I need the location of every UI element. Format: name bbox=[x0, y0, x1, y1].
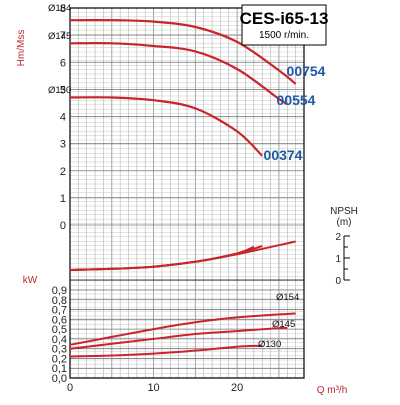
power-diameter-label: Ø130 bbox=[258, 339, 281, 350]
power-axis-label: kW bbox=[23, 275, 38, 286]
head-tick-label: 6 bbox=[60, 57, 66, 69]
power-tick-label: 0,9 bbox=[52, 285, 67, 297]
x-tick-label: 0 bbox=[67, 382, 73, 394]
head-tick-label: 7 bbox=[60, 30, 66, 42]
head-tick-label: 2 bbox=[60, 166, 66, 178]
power-diameter-label: Ø154 bbox=[276, 292, 299, 303]
npsh-tick-label: 2 bbox=[335, 232, 341, 243]
model-label: 00554 bbox=[277, 92, 316, 108]
head-tick-label: 1 bbox=[60, 193, 66, 205]
head-diameter-label: Ø130 bbox=[48, 85, 71, 96]
npsh-unit: (m) bbox=[337, 217, 352, 228]
power-curve-0 bbox=[69, 312, 296, 346]
x-tick-label: 10 bbox=[147, 382, 159, 394]
curves bbox=[69, 19, 297, 358]
head-tick-label: 5 bbox=[60, 84, 66, 96]
power-tick-label: 0,1 bbox=[52, 363, 67, 375]
head-diameter-label: Ø154 bbox=[48, 3, 71, 14]
head-axis-label: Hm/Mss bbox=[16, 30, 27, 67]
power-tick-label: 0,5 bbox=[52, 324, 67, 336]
chart-subtitle: 1500 r/min. bbox=[259, 30, 309, 41]
power-tick-label: 0,4 bbox=[52, 334, 67, 346]
head-curve-00554 bbox=[69, 41, 288, 106]
head-tick-label: 8 bbox=[60, 3, 66, 15]
model-label: 00374 bbox=[264, 147, 303, 163]
chart-title: CES-i65-13 bbox=[240, 9, 329, 28]
power-tick-label: 0,6 bbox=[52, 314, 67, 326]
labels: 0 1 2 3 4 5 6 7 8 0,00,10,20,30,40,50,60,70,80,9 0… bbox=[48, 3, 341, 394]
x-axis-label: Q m³/h bbox=[317, 385, 348, 396]
power-curve-1 bbox=[69, 326, 288, 350]
npsh-label: NPSH bbox=[330, 206, 358, 217]
power-tick-label: 0,0 bbox=[52, 373, 67, 385]
model-label: 00754 bbox=[287, 63, 326, 79]
x-tick-label: 20 bbox=[231, 382, 243, 394]
npsh-tick-label: 1 bbox=[335, 254, 341, 265]
npsh-curve-2 bbox=[69, 245, 263, 271]
npsh-tick-label: 0 bbox=[335, 276, 341, 287]
head-tick-label: 4 bbox=[60, 112, 66, 124]
power-tick-label: 0,8 bbox=[52, 295, 67, 307]
head-curve-00754 bbox=[69, 19, 297, 85]
power-tick-label: 0,2 bbox=[52, 353, 67, 365]
power-curve-2 bbox=[69, 344, 263, 358]
head-curve-00374 bbox=[69, 96, 263, 157]
plot-frame bbox=[69, 7, 305, 379]
power-tick-label: 0,3 bbox=[52, 344, 67, 356]
head-tick-label: 3 bbox=[60, 139, 66, 151]
title-box bbox=[241, 4, 327, 46]
power-tick-label: 0,7 bbox=[52, 305, 67, 317]
power-diameter-label: Ø145 bbox=[272, 319, 295, 330]
head-tick-label: 0 bbox=[60, 220, 66, 232]
head-diameter-label: Ø145 bbox=[48, 31, 71, 42]
